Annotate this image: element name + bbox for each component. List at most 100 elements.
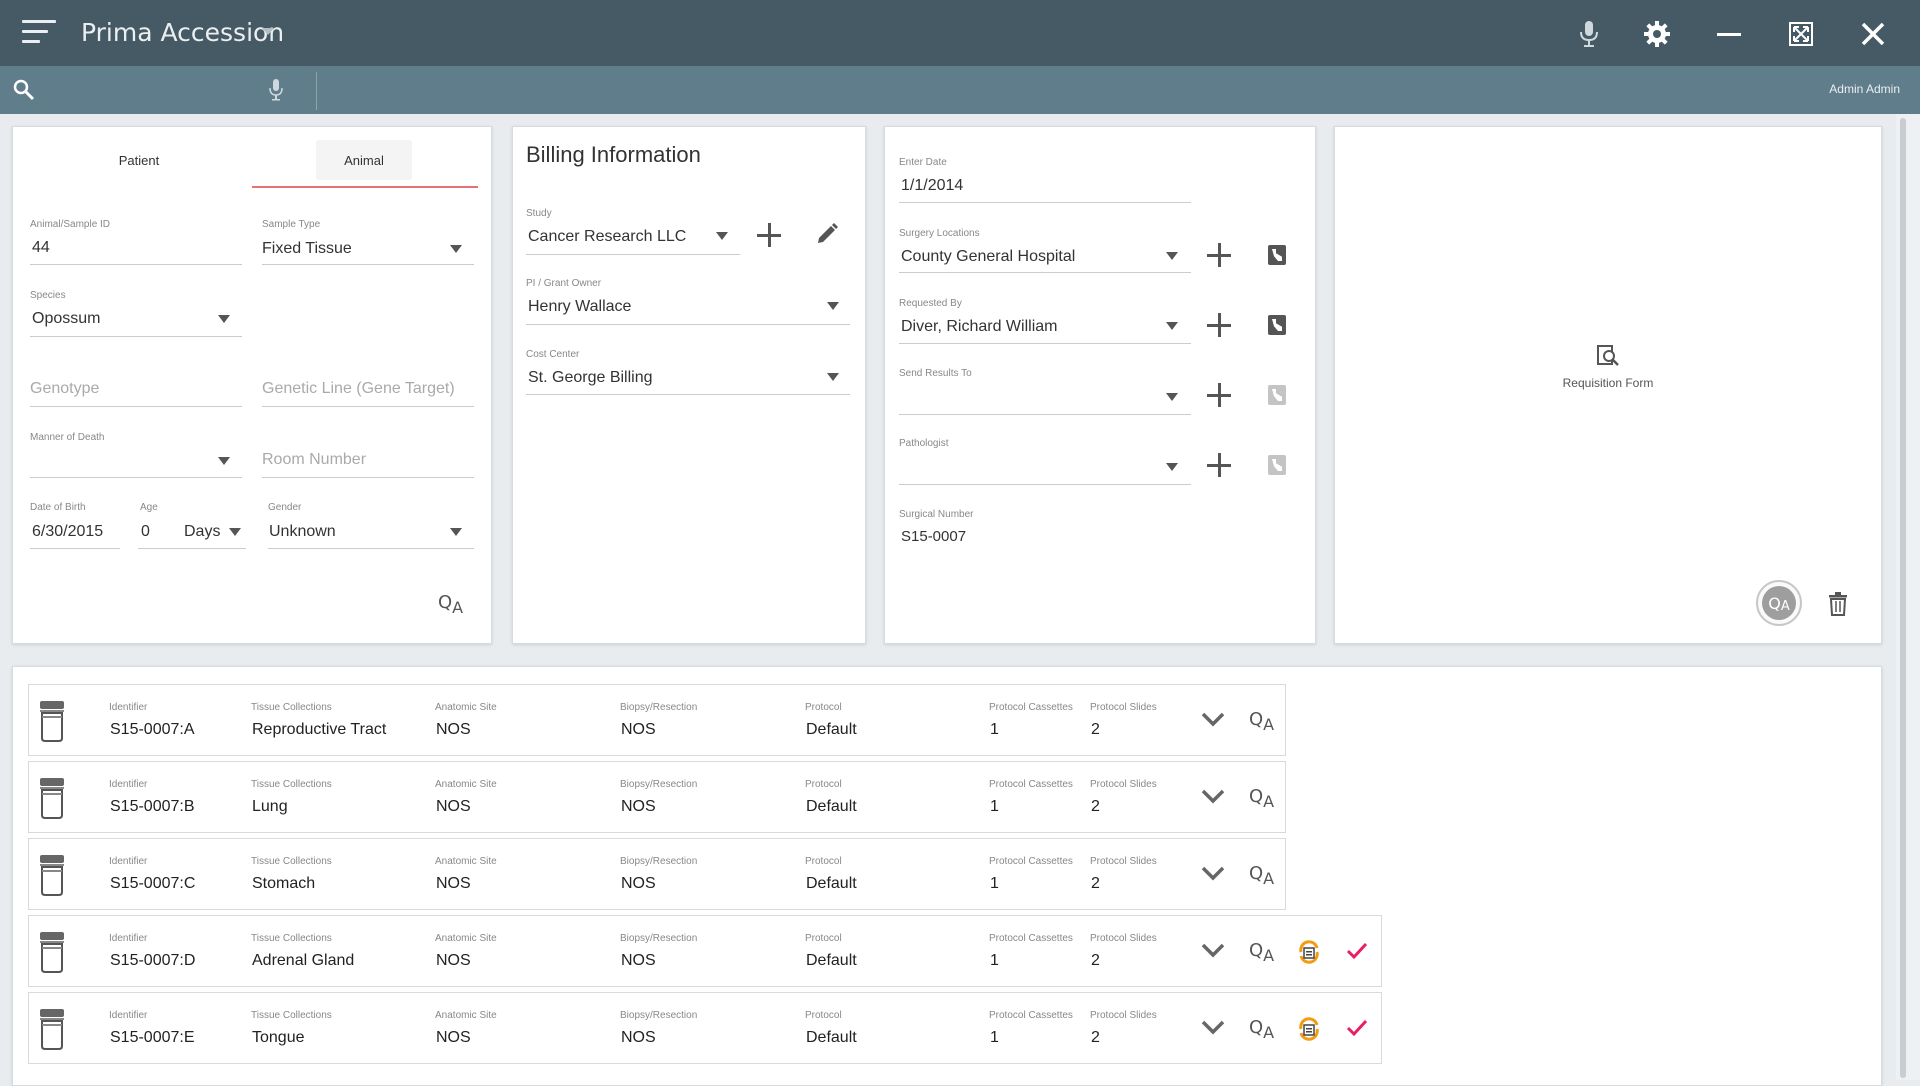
search-icon[interactable] bbox=[12, 78, 36, 107]
specimen-biopsy-value[interactable]: NOS bbox=[621, 1029, 656, 1046]
specimen-slides-value[interactable]: 2 bbox=[1091, 798, 1100, 815]
checkmark-icon[interactable] bbox=[1346, 940, 1368, 967]
specimen-tissue-value[interactable]: Reproductive Tract bbox=[252, 721, 387, 738]
room-number-field[interactable]: Room Number bbox=[262, 451, 367, 468]
study-dropdown-icon[interactable] bbox=[716, 232, 728, 240]
pathologist-dropdown-icon[interactable] bbox=[1166, 463, 1178, 471]
specimen-protocol-value[interactable]: Default bbox=[806, 875, 857, 892]
specimen-anatomic-value[interactable]: NOS bbox=[436, 952, 471, 969]
dob-field[interactable]: 6/30/2015 bbox=[32, 523, 104, 540]
specimen-tissue-value[interactable]: Adrenal Gland bbox=[252, 952, 355, 969]
specimen-biopsy-value[interactable]: NOS bbox=[621, 721, 656, 738]
gender-select[interactable]: Unknown bbox=[269, 523, 336, 540]
specimen-cassettes-value[interactable]: 1 bbox=[990, 952, 999, 969]
specimen-row[interactable]: Identifier S15-0007:A Tissue Collections Re… bbox=[28, 684, 1286, 756]
qa-icon[interactable]: QA bbox=[1249, 709, 1275, 734]
sample-type-dropdown-icon[interactable] bbox=[450, 245, 462, 253]
qa-icon[interactable]: QA bbox=[1249, 1017, 1275, 1042]
specimen-cassettes-value[interactable]: 1 bbox=[990, 721, 999, 738]
hamburger-menu-icon[interactable] bbox=[22, 20, 56, 46]
specimen-protocol-value[interactable]: Default bbox=[806, 798, 857, 815]
gender-dropdown-icon[interactable] bbox=[450, 528, 462, 536]
specimen-protocol-value[interactable]: Default bbox=[806, 721, 857, 738]
requested-by-dropdown-icon[interactable] bbox=[1166, 322, 1178, 330]
maximize-icon[interactable] bbox=[1782, 15, 1820, 53]
pathologist-address-book-icon[interactable] bbox=[1268, 455, 1286, 475]
specimen-identifier-value[interactable]: S15-0007:D bbox=[110, 952, 196, 969]
expand-chevron-down-icon[interactable] bbox=[1201, 861, 1225, 885]
specimen-protocol-value[interactable]: Default bbox=[806, 952, 857, 969]
specimen-tissue-value[interactable]: Lung bbox=[252, 798, 288, 815]
add-requested-by-button[interactable] bbox=[1207, 313, 1231, 337]
specimen-slides-value[interactable]: 2 bbox=[1091, 875, 1100, 892]
specimen-anatomic-value[interactable]: NOS bbox=[436, 1029, 471, 1046]
specimen-slides-value[interactable]: 2 bbox=[1091, 1029, 1100, 1046]
specimen-anatomic-value[interactable]: NOS bbox=[436, 721, 471, 738]
scrollbar-thumb[interactable] bbox=[1900, 118, 1906, 1078]
specimen-identifier-value[interactable]: S15-0007:E bbox=[110, 1029, 195, 1046]
specimen-row[interactable]: Identifier S15-0007:D Tissue Collections Ad… bbox=[28, 915, 1382, 987]
qa-icon[interactable]: QA bbox=[438, 592, 464, 617]
requested-by-select[interactable]: Diver, Richard William bbox=[901, 318, 1058, 335]
tab-animal[interactable]: Animal bbox=[316, 140, 412, 180]
specimen-anatomic-value[interactable]: NOS bbox=[436, 798, 471, 815]
cost-center-select[interactable]: St. George Billing bbox=[528, 369, 653, 386]
edit-study-pencil-icon[interactable] bbox=[815, 222, 839, 251]
specimen-row[interactable]: Identifier S15-0007:B Tissue Collections Lu… bbox=[28, 761, 1286, 833]
user-name[interactable]: Admin Admin bbox=[1829, 82, 1900, 96]
trash-icon[interactable] bbox=[1828, 592, 1848, 621]
genetic-line-field[interactable]: Genetic Line (Gene Target) bbox=[262, 380, 455, 397]
checkmark-icon[interactable] bbox=[1346, 1017, 1368, 1044]
specimen-cassettes-value[interactable]: 1 bbox=[990, 798, 999, 815]
specimen-identifier-value[interactable]: S15-0007:B bbox=[110, 798, 195, 815]
search-input[interactable] bbox=[44, 74, 264, 106]
specimen-tissue-value[interactable]: Tongue bbox=[252, 1029, 305, 1046]
app-switcher-chevron-down-icon[interactable] bbox=[262, 28, 274, 35]
specimen-anatomic-value[interactable]: NOS bbox=[436, 875, 471, 892]
sample-type-select[interactable]: Fixed Tissue bbox=[262, 240, 352, 257]
age-field[interactable]: 0 bbox=[141, 523, 150, 540]
specimen-protocol-value[interactable]: Default bbox=[806, 1029, 857, 1046]
add-send-results-to-button[interactable] bbox=[1207, 383, 1231, 407]
print-label-icon[interactable] bbox=[1297, 940, 1321, 969]
surgery-location-address-book-icon[interactable] bbox=[1268, 245, 1286, 265]
qa-icon[interactable]: QA bbox=[1249, 863, 1275, 888]
specimen-row[interactable]: Identifier S15-0007:C Tissue Collections St… bbox=[28, 838, 1286, 910]
send-results-to-dropdown-icon[interactable] bbox=[1166, 393, 1178, 401]
voice-search-microphone-icon[interactable] bbox=[268, 78, 284, 107]
add-pathologist-button[interactable] bbox=[1207, 453, 1231, 477]
add-study-button[interactable] bbox=[757, 223, 781, 247]
expand-chevron-down-icon[interactable] bbox=[1201, 707, 1225, 731]
species-select[interactable]: Opossum bbox=[32, 310, 101, 327]
expand-chevron-down-icon[interactable] bbox=[1201, 938, 1225, 962]
study-select[interactable]: Cancer Research LLC bbox=[528, 228, 687, 245]
send-results-to-address-book-icon[interactable] bbox=[1268, 385, 1286, 405]
specimen-cassettes-value[interactable]: 1 bbox=[990, 1029, 999, 1046]
app-title[interactable]: Prima Accession bbox=[81, 18, 285, 47]
specimen-slides-value[interactable]: 2 bbox=[1091, 721, 1100, 738]
requisition-search-icon[interactable] bbox=[1596, 344, 1620, 373]
requisition-form-label[interactable]: Requisition Form bbox=[1562, 376, 1654, 390]
specimen-identifier-value[interactable]: S15-0007:C bbox=[110, 875, 196, 892]
expand-chevron-down-icon[interactable] bbox=[1201, 784, 1225, 808]
microphone-icon[interactable] bbox=[1570, 15, 1608, 53]
surgery-location-dropdown-icon[interactable] bbox=[1166, 252, 1178, 260]
specimen-cassettes-value[interactable]: 1 bbox=[990, 875, 999, 892]
pi-dropdown-icon[interactable] bbox=[827, 302, 839, 310]
cost-center-dropdown-icon[interactable] bbox=[827, 373, 839, 381]
surgery-location-select[interactable]: County General Hospital bbox=[901, 248, 1076, 265]
specimen-biopsy-value[interactable]: NOS bbox=[621, 952, 656, 969]
age-unit-select[interactable]: Days bbox=[184, 523, 221, 540]
pi-select[interactable]: Henry Wallace bbox=[528, 298, 632, 315]
animal-id-field[interactable]: 44 bbox=[32, 239, 50, 256]
age-unit-dropdown-icon[interactable] bbox=[229, 528, 241, 536]
tab-patient[interactable]: Patient bbox=[118, 152, 160, 168]
specimen-biopsy-value[interactable]: NOS bbox=[621, 798, 656, 815]
manner-of-death-dropdown-icon[interactable] bbox=[218, 457, 230, 465]
surgical-number-field[interactable]: S15-0007 bbox=[901, 528, 967, 545]
requested-by-address-book-icon[interactable] bbox=[1268, 315, 1286, 335]
specimen-identifier-value[interactable]: S15-0007:A bbox=[110, 721, 195, 738]
close-icon[interactable] bbox=[1854, 15, 1892, 53]
print-label-icon[interactable] bbox=[1297, 1017, 1321, 1046]
